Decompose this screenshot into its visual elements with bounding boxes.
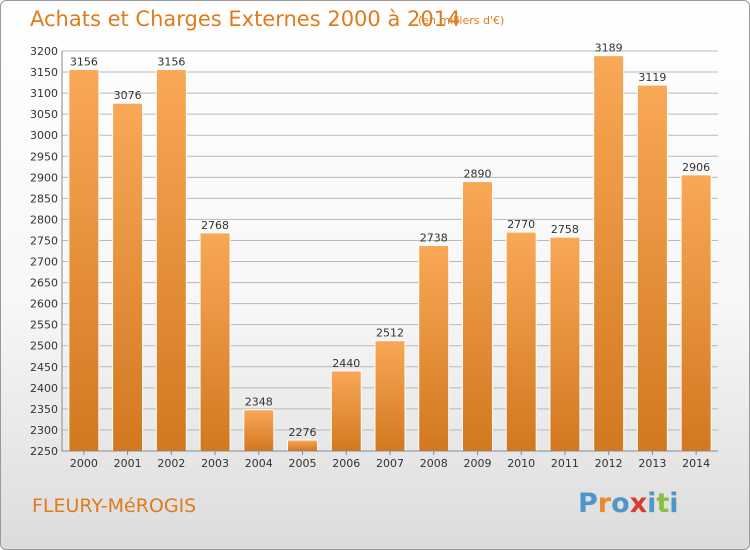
- y-tick-label: 3200: [30, 45, 58, 58]
- data-label-2009: 2890: [463, 168, 491, 181]
- y-tick-label: 2550: [30, 319, 58, 332]
- y-tick-label: 2500: [30, 340, 58, 353]
- x-axis-ticks: 2000 2001 2002 2003 2004 2005 2006 2007 2008 2009…: [70, 451, 710, 470]
- x-tick-label: 2002: [157, 457, 185, 470]
- chart-title: Achats et Charges Externes 2000 à 2014: [30, 7, 461, 31]
- x-tick-label: 2009: [463, 457, 491, 470]
- y-tick-label: 2950: [30, 150, 58, 163]
- y-tick-label: 2300: [30, 424, 58, 437]
- bar-2008[interactable]: [418, 245, 450, 452]
- chart-subtitle: (en milliers d'€): [418, 14, 505, 27]
- town-name: FLEURY-MéROGIS: [32, 495, 197, 517]
- logo-letter: i: [669, 488, 679, 519]
- data-labels: 3156 3076 3156 2768 2348 2276 2440 2512 2738 2890…: [70, 42, 710, 439]
- logo-letter: P: [578, 488, 598, 519]
- bar-2003[interactable]: [199, 232, 231, 452]
- proxiti-logo[interactable]: Proxiti: [578, 488, 679, 519]
- y-tick-label: 2250: [30, 445, 58, 458]
- bar-2006[interactable]: [330, 370, 362, 452]
- bar-2009[interactable]: [461, 181, 493, 452]
- x-tick-label: 2007: [376, 457, 404, 470]
- x-tick-label: 2000: [70, 457, 98, 470]
- x-tick-label: 2012: [595, 457, 623, 470]
- logo-letter: o: [611, 488, 630, 519]
- bar-2000[interactable]: [68, 69, 100, 452]
- x-tick-label: 2004: [245, 457, 273, 470]
- bar-2007[interactable]: [374, 340, 406, 452]
- x-tick-label: 2014: [682, 457, 710, 470]
- y-tick-label: 2350: [30, 403, 58, 416]
- data-label-2004: 2348: [245, 396, 273, 409]
- data-label-2011: 2758: [551, 223, 579, 236]
- data-label-2008: 2738: [420, 232, 448, 245]
- x-tick-label: 2008: [420, 457, 448, 470]
- x-tick-label: 2006: [332, 457, 360, 470]
- y-tick-label: 2700: [30, 256, 58, 269]
- x-tick-label: 2013: [638, 457, 666, 470]
- data-label-2010: 2770: [507, 218, 535, 231]
- y-tick-label: 2750: [30, 234, 58, 247]
- data-label-2000: 3156: [70, 56, 98, 69]
- logo-letter: i: [647, 488, 657, 519]
- data-label-2006: 2440: [332, 357, 360, 370]
- bar-2004[interactable]: [243, 409, 275, 452]
- data-label-2003: 2768: [201, 219, 229, 232]
- data-label-2002: 3156: [157, 56, 185, 69]
- x-tick-label: 2005: [289, 457, 317, 470]
- x-tick-label: 2010: [507, 457, 535, 470]
- data-label-2014: 2906: [682, 161, 710, 174]
- logo-letter: x: [629, 488, 648, 519]
- bar-2011[interactable]: [549, 236, 581, 452]
- bar-2002[interactable]: [155, 69, 187, 452]
- x-tick-label: 2011: [551, 457, 579, 470]
- y-tick-label: 3000: [30, 129, 58, 142]
- logo-letter: r: [597, 488, 612, 519]
- bar-2010[interactable]: [505, 231, 537, 452]
- y-tick-label: 2900: [30, 171, 58, 184]
- data-label-2001: 3076: [114, 89, 142, 102]
- bar-2014[interactable]: [680, 174, 712, 452]
- y-tick-label: 2450: [30, 361, 58, 374]
- data-label-2012: 3189: [595, 42, 623, 55]
- y-tick-label: 3150: [30, 66, 58, 79]
- x-tick-label: 2001: [114, 457, 142, 470]
- y-tick-label: 2650: [30, 277, 58, 290]
- y-tick-label: 2400: [30, 382, 58, 395]
- x-tick-label: 2003: [201, 457, 229, 470]
- y-axis-ticks: 2250 2300 2350 2400 2450 2500 2550 2600 2650 2700…: [30, 45, 58, 458]
- y-tick-label: 2600: [30, 298, 58, 311]
- y-tick-label: 3100: [30, 87, 58, 100]
- y-tick-label: 2800: [30, 213, 58, 226]
- y-tick-label: 2850: [30, 192, 58, 205]
- data-label-2013: 3119: [638, 71, 666, 84]
- bar-2001[interactable]: [112, 102, 144, 452]
- logo-letter: t: [656, 488, 670, 519]
- bar-2005[interactable]: [287, 439, 319, 452]
- bar-2012[interactable]: [593, 55, 625, 452]
- bars: [68, 55, 712, 452]
- data-label-2007: 2512: [376, 327, 404, 340]
- data-label-2005: 2276: [289, 426, 317, 439]
- y-tick-label: 3050: [30, 108, 58, 121]
- bar-2013[interactable]: [636, 84, 668, 452]
